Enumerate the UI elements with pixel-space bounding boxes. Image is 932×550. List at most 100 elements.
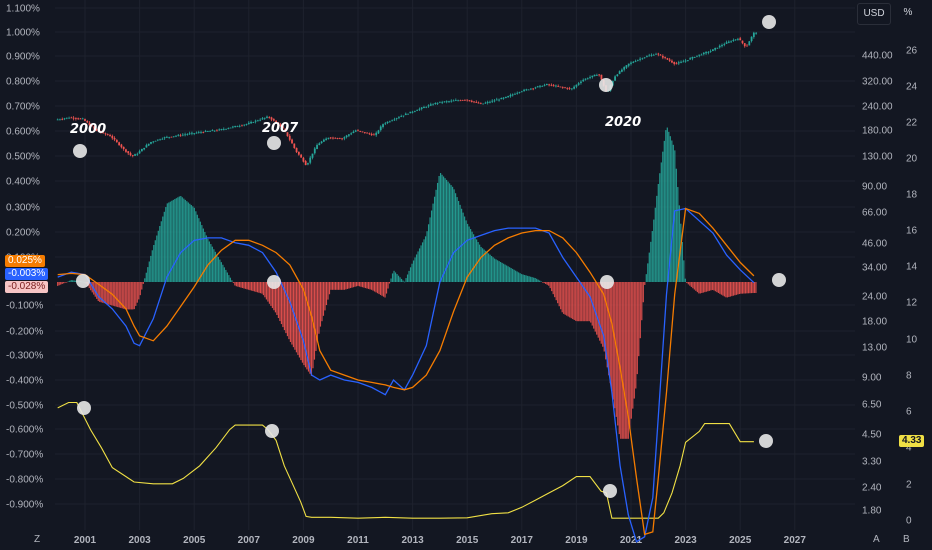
histogram-bar xyxy=(399,277,401,282)
histogram-bar xyxy=(298,282,301,358)
histogram-bar xyxy=(292,282,295,348)
histogram-bar xyxy=(213,249,215,282)
left-tick-label: -0.300% xyxy=(6,351,43,362)
histogram-bar xyxy=(725,282,727,298)
histogram-bar xyxy=(603,282,605,352)
candle-body xyxy=(643,57,646,59)
histogram-bar xyxy=(252,282,254,292)
candle-body xyxy=(100,131,102,133)
histogram-bar xyxy=(627,282,629,439)
histogram-bar xyxy=(567,282,569,317)
candle-body xyxy=(259,119,262,121)
x-tick-label: 2009 xyxy=(292,535,315,546)
histogram-bar xyxy=(485,250,487,282)
candle-body xyxy=(134,154,136,156)
candle-body xyxy=(272,119,275,121)
histogram-bar xyxy=(192,206,194,282)
histogram-bar xyxy=(442,176,445,282)
percent-button[interactable]: % xyxy=(903,7,913,18)
histogram-bar xyxy=(276,282,278,316)
candle-body xyxy=(498,99,500,101)
histogram-bar xyxy=(623,282,625,439)
candle-body xyxy=(302,157,305,162)
x-tick-label: 2011 xyxy=(347,535,369,546)
candle-body xyxy=(696,55,698,57)
histogram-bar xyxy=(411,263,413,282)
histogram-bar xyxy=(210,244,212,282)
histogram-bar xyxy=(482,248,484,282)
histogram-bar xyxy=(545,282,547,284)
histogram-bar xyxy=(668,131,670,282)
histogram-bar xyxy=(228,275,230,282)
histogram-bar xyxy=(336,282,338,290)
candle-body xyxy=(348,134,350,136)
histogram-bar xyxy=(372,282,374,291)
histogram-bar xyxy=(501,262,503,282)
candle-body xyxy=(156,139,159,141)
candle-body xyxy=(536,86,539,88)
candle-body xyxy=(523,89,525,91)
candle-body xyxy=(263,117,266,119)
candle-body xyxy=(623,67,626,70)
histogram-bar xyxy=(433,196,436,282)
histogram-bar xyxy=(516,271,518,282)
histogram-bar xyxy=(711,282,713,290)
x-tick-label: 2021 xyxy=(620,535,643,546)
histogram-bar xyxy=(418,248,421,282)
histogram-bar xyxy=(456,197,458,282)
usd-button[interactable]: USD xyxy=(857,3,891,25)
candle-body xyxy=(718,45,721,48)
x-tick-label: 2013 xyxy=(401,535,424,546)
histogram-bar xyxy=(216,254,218,282)
histogram-bar xyxy=(105,282,107,304)
histogram-bar xyxy=(303,282,305,366)
candle-body xyxy=(432,104,434,106)
left-tick-label: -0.500% xyxy=(6,401,43,412)
histogram-bar xyxy=(752,282,754,294)
candle-body xyxy=(338,138,341,140)
histogram-bar xyxy=(234,282,236,286)
candle-body xyxy=(398,117,400,119)
candle-body xyxy=(527,89,530,91)
histogram-bar xyxy=(117,282,119,308)
histogram-bar xyxy=(99,282,101,302)
histogram-bar xyxy=(357,282,359,286)
histogram-bar xyxy=(650,241,652,282)
histogram-bar xyxy=(324,282,326,311)
candle-body xyxy=(63,118,66,120)
candle-body xyxy=(737,38,739,40)
histogram-bar xyxy=(366,282,368,289)
candle-body xyxy=(502,97,505,99)
histogram-bar xyxy=(195,211,197,282)
histogram-bar xyxy=(527,275,529,282)
candle-body xyxy=(77,118,80,120)
histogram-bar xyxy=(528,276,530,282)
histogram-bar xyxy=(445,179,448,282)
x-tick-label: 2017 xyxy=(511,535,534,546)
candle-body xyxy=(657,53,660,55)
candle-body xyxy=(70,117,73,119)
rate-tick-label: 16 xyxy=(906,226,918,237)
left-tick-label: -0.400% xyxy=(6,376,43,387)
histogram-bar xyxy=(393,270,395,282)
candle-body xyxy=(402,115,405,117)
price-tick-label: 90.00 xyxy=(862,182,887,193)
histogram-bar xyxy=(180,195,182,282)
histogram-bar xyxy=(379,282,382,295)
price-tick-label: 46.00 xyxy=(862,239,887,250)
histogram-bar xyxy=(153,244,155,282)
histogram-bar xyxy=(378,282,380,295)
candle-body xyxy=(311,153,314,158)
histogram-bar xyxy=(307,282,310,372)
histogram-bar xyxy=(513,269,515,282)
candle-body xyxy=(698,54,701,56)
histogram-bar xyxy=(376,282,379,294)
histogram-bar xyxy=(645,274,647,282)
x-tick-label: 2025 xyxy=(729,535,752,546)
histogram-bar xyxy=(61,282,63,284)
histogram-bar xyxy=(147,267,149,282)
candle-body xyxy=(252,122,255,123)
histogram-bar xyxy=(531,277,533,282)
histogram-bar xyxy=(609,282,611,384)
